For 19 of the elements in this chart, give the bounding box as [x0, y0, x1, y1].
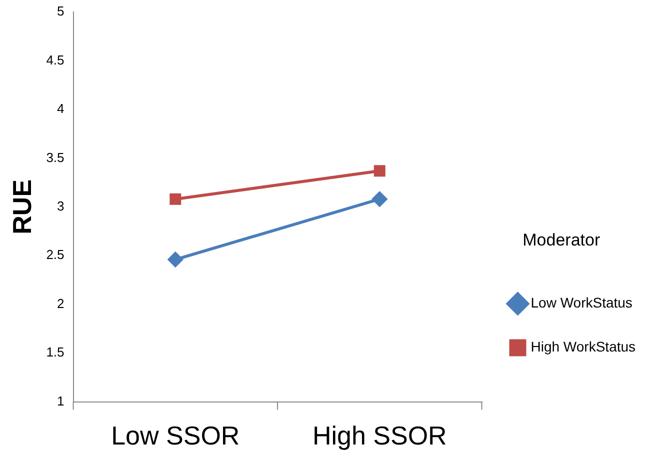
y-tick-label: 1: [57, 393, 64, 408]
x-tick-label: High SSOR: [312, 420, 447, 451]
y-tick-label: 4.5: [46, 52, 64, 68]
y-tick-label: 4: [57, 101, 64, 116]
legend-title: Moderator: [522, 230, 600, 250]
point: [168, 252, 183, 268]
x-tick-label: Low SSOR: [111, 420, 240, 451]
y-tick-label: 3: [57, 198, 64, 214]
point: [170, 193, 182, 205]
point: [372, 192, 388, 207]
y-tick-label: 5: [57, 4, 64, 19]
y-tick-label: 1.5: [46, 344, 64, 360]
y-axis-title: RUE: [6, 179, 37, 234]
y-tick-label: 2: [57, 296, 64, 311]
point: [374, 165, 386, 177]
y-tick-label: 3.5: [46, 150, 64, 165]
legend-label: Low WorkStatus: [530, 294, 632, 311]
legend-label: High WorkStatus: [530, 338, 636, 355]
y-tick-label: 2.5: [46, 247, 64, 262]
